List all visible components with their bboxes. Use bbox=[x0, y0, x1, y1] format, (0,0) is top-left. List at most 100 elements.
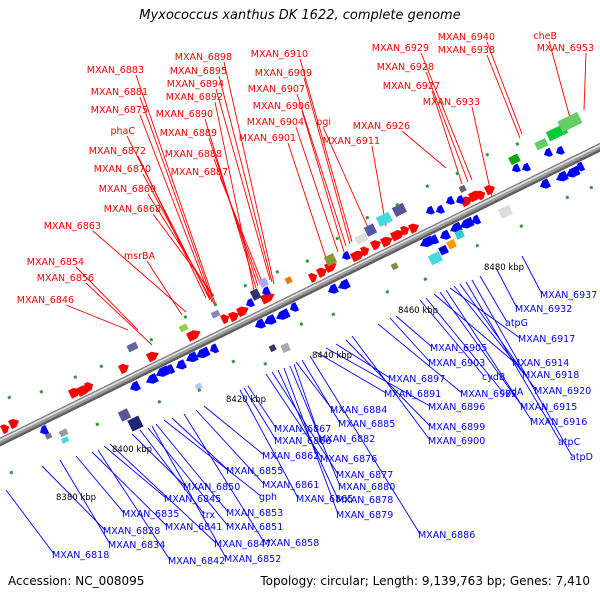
gene-label[interactable]: MXAN_6872 bbox=[89, 146, 146, 157]
gene-label[interactable]: MXAN_6920 bbox=[534, 386, 591, 397]
gene-label[interactable]: pgi bbox=[316, 117, 331, 128]
gene-label[interactable]: MXAN_6903 bbox=[428, 358, 485, 369]
gene-label[interactable]: cheB bbox=[533, 31, 557, 42]
gene-label[interactable]: MXAN_6818 bbox=[52, 550, 109, 561]
marker-feature bbox=[95, 422, 100, 427]
gene-label[interactable]: MXAN_6889 bbox=[160, 128, 217, 139]
gene-label[interactable]: MXAN_6850 bbox=[183, 482, 240, 493]
gene-label[interactable]: MXAN_6940 bbox=[438, 32, 495, 43]
gene-label[interactable]: MXAN_6845 bbox=[164, 494, 221, 505]
feature-block bbox=[497, 204, 513, 219]
gene-label[interactable]: MXAN_6878 bbox=[336, 495, 393, 506]
gene-label[interactable]: MXAN_6904 bbox=[247, 117, 304, 128]
gene-label[interactable]: MXAN_6886 bbox=[418, 530, 475, 541]
gene-label[interactable]: MXAN_6868 bbox=[104, 204, 161, 215]
gene-label[interactable]: atpC bbox=[558, 437, 581, 448]
gene-label[interactable]: MXAN_6853 bbox=[226, 508, 283, 519]
gene-label[interactable]: MXAN_6870 bbox=[94, 164, 151, 175]
gene-label[interactable]: MXAN_6901 bbox=[239, 133, 296, 144]
gene-label[interactable]: MXAN_6828 bbox=[103, 526, 160, 537]
gene-label[interactable]: MXAN_6834 bbox=[108, 540, 165, 551]
gene-label[interactable]: MXAN_6862 bbox=[262, 451, 319, 462]
gene-label[interactable]: MXAN_6883 bbox=[87, 65, 144, 76]
gene-label[interactable]: MXAN_6881 bbox=[91, 87, 148, 98]
gene-label[interactable]: MXAN_6835 bbox=[122, 509, 179, 520]
gene-label[interactable]: MXAN_6866 bbox=[274, 436, 331, 447]
gene-label[interactable]: MXAN_6847 bbox=[214, 539, 271, 550]
gene-label[interactable]: MXAN_6905 bbox=[430, 343, 487, 354]
feature-block bbox=[391, 202, 407, 218]
gene-label[interactable]: MXAN_6898 bbox=[175, 52, 232, 63]
leader-line bbox=[139, 96, 215, 305]
gene-label[interactable]: MXAN_6900 bbox=[428, 436, 485, 447]
gene-label[interactable]: gph bbox=[259, 492, 277, 503]
gene-label[interactable]: MXAN_6887 bbox=[171, 167, 228, 178]
gene-label[interactable]: MXAN_6855 bbox=[226, 466, 283, 477]
gene-label[interactable]: MXAN_6891 bbox=[384, 389, 441, 400]
gene-label[interactable]: MXAN_6892 bbox=[166, 92, 223, 103]
gene-label[interactable]: MXAN_6953 bbox=[537, 43, 594, 54]
gene-label[interactable]: MXAN_6902 bbox=[460, 389, 517, 400]
gene-label[interactable]: MXAN_6907 bbox=[248, 84, 305, 95]
gene-label[interactable]: MXAN_6877 bbox=[336, 470, 393, 481]
gene-label[interactable]: MXAN_6926 bbox=[353, 121, 410, 132]
gene-label[interactable]: MXAN_6842 bbox=[168, 556, 225, 567]
gene-label[interactable]: MXAN_6894 bbox=[167, 79, 224, 90]
gene-label[interactable]: MXAN_6880 bbox=[338, 482, 395, 493]
gene-label[interactable]: MXAN_6863 bbox=[44, 221, 101, 232]
genome-stats-text: Topology: circular; Length: 9,139,763 bp… bbox=[260, 574, 590, 588]
gene-label[interactable]: MXAN_6867 bbox=[274, 424, 331, 435]
gene-label[interactable]: MXAN_6888 bbox=[165, 149, 222, 160]
gene-label[interactable]: MXAN_6937 bbox=[540, 290, 597, 301]
leader-line bbox=[471, 106, 493, 199]
gene-label[interactable]: MXAN_6854 bbox=[27, 257, 84, 268]
gene-label[interactable]: MXAN_6917 bbox=[518, 334, 575, 345]
gene-label[interactable]: MXAN_6916 bbox=[530, 417, 587, 428]
gene-label[interactable]: atpD bbox=[570, 452, 593, 463]
gene-label[interactable]: MXAN_6899 bbox=[428, 422, 485, 433]
gene-label[interactable]: MXAN_6861 bbox=[262, 480, 319, 491]
gene-label[interactable]: MXAN_6876 bbox=[320, 454, 377, 465]
gene-label[interactable]: MXAN_6865 bbox=[296, 494, 353, 505]
gene-label[interactable]: MXAN_6910 bbox=[251, 49, 308, 60]
gene-label[interactable]: MXAN_6911 bbox=[323, 136, 380, 147]
gene-label[interactable]: MXAN_6885 bbox=[338, 419, 395, 430]
gene-label[interactable]: MXAN_6852 bbox=[224, 554, 281, 565]
gene-label[interactable]: MXAN_6869 bbox=[99, 184, 156, 195]
gene-label[interactable]: phaC bbox=[110, 126, 135, 137]
forward-gene-arrow bbox=[360, 246, 370, 257]
gene-label[interactable]: MXAN_6884 bbox=[330, 405, 387, 416]
gene-label[interactable]: MXAN_6914 bbox=[512, 358, 569, 369]
gene-label[interactable]: cydA bbox=[500, 387, 524, 398]
gene-label[interactable]: MXAN_6882 bbox=[318, 434, 375, 445]
gene-label[interactable]: trx bbox=[202, 510, 215, 521]
gene-label[interactable]: MXAN_6895 bbox=[170, 66, 227, 77]
gene-label[interactable]: MXAN_6897 bbox=[388, 374, 445, 385]
gene-label[interactable]: MXAN_6909 bbox=[255, 68, 312, 79]
gene-label[interactable]: MXAN_6856 bbox=[37, 273, 94, 284]
gene-label[interactable]: cydB bbox=[482, 372, 505, 383]
gene-label[interactable]: atpG bbox=[505, 318, 528, 329]
gene-label[interactable]: MXAN_6846 bbox=[17, 295, 74, 306]
gene-label[interactable]: MXAN_6929 bbox=[372, 43, 429, 54]
gene-label[interactable]: MXAN_6918 bbox=[522, 370, 579, 381]
gene-label[interactable]: MXAN_6906 bbox=[253, 101, 310, 112]
gene-label[interactable]: MXAN_6896 bbox=[428, 402, 485, 413]
gene-label[interactable]: MXAN_6932 bbox=[515, 304, 572, 315]
gene-label[interactable]: MXAN_6938 bbox=[438, 45, 495, 56]
feature-block bbox=[458, 184, 467, 193]
gene-label[interactable]: MXAN_6915 bbox=[520, 402, 577, 413]
gene-label[interactable]: MXAN_6928 bbox=[377, 62, 434, 73]
gene-label[interactable]: MXAN_6841 bbox=[165, 522, 222, 533]
gene-label[interactable]: msrBA bbox=[124, 251, 156, 262]
gene-label[interactable]: MXAN_6858 bbox=[262, 538, 319, 549]
label-leader-lines bbox=[5, 40, 587, 561]
gene-label[interactable]: MXAN_6875 bbox=[91, 105, 148, 116]
gene-label[interactable]: MXAN_6851 bbox=[226, 522, 283, 533]
gene-label[interactable]: MXAN_6879 bbox=[336, 510, 393, 521]
gene-label[interactable]: MXAN_6927 bbox=[383, 81, 440, 92]
marker-feature bbox=[231, 359, 236, 364]
gene-label[interactable]: MXAN_6933 bbox=[423, 97, 480, 108]
gene-label[interactable]: MXAN_6890 bbox=[156, 109, 213, 120]
leader-line bbox=[92, 230, 187, 313]
